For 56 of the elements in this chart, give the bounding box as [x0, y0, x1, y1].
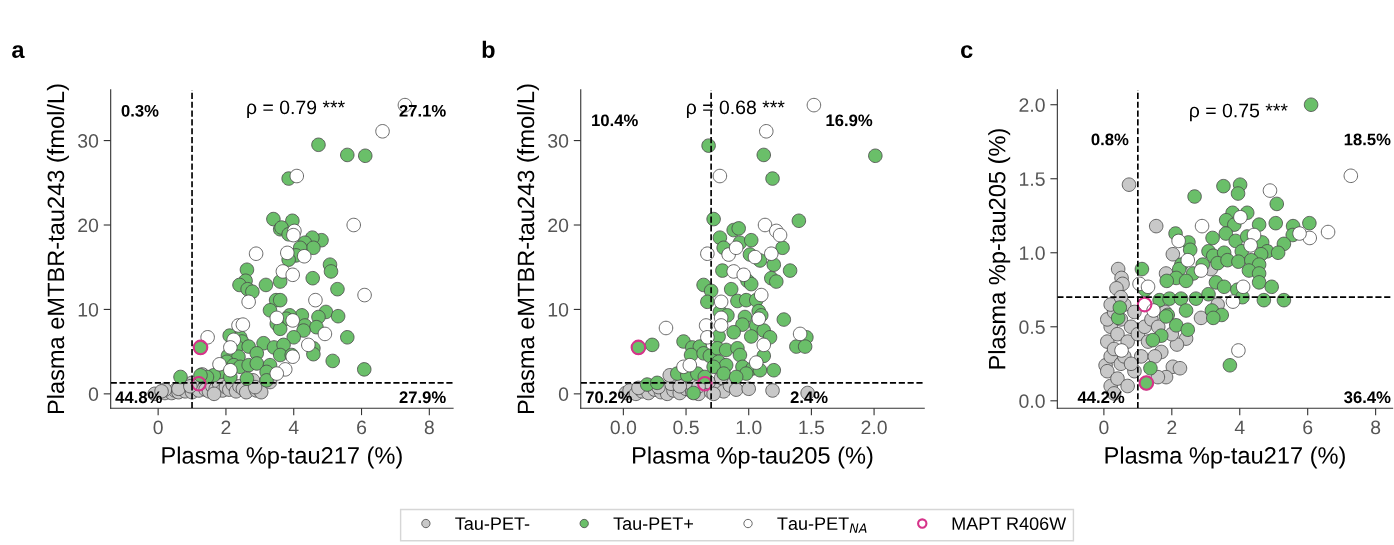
legend-label: Tau-PET- [455, 517, 530, 531]
y-tick-label: 1.0 [1020, 246, 1045, 260]
y-tick-label: 20 [78, 218, 99, 233]
x-axis-title: Plasma %p-tau217 (%) [162, 446, 402, 469]
x-tick-label: 1.5 [799, 420, 825, 435]
legend-label: Tau-PET+ [613, 517, 693, 531]
annotation: 44.2% [1077, 391, 1125, 404]
x-tick-label: 4 [288, 420, 299, 435]
y-tick-label: 30 [548, 134, 569, 148]
y-axis-title: Plasma eMTBR-tau243 (fmol/L) [516, 84, 539, 414]
annotation: 2.4% [790, 391, 828, 404]
annotation: 18.5% [1344, 133, 1391, 146]
y-tick-label: 0 [558, 387, 569, 402]
x-tick-label: 2.0 [861, 420, 887, 435]
x-axis-title: Plasma %p-tau217 (%) [1105, 446, 1345, 469]
text: c [961, 45, 973, 59]
y-tick-label: 20 [548, 218, 569, 233]
x-tick-label: 0 [153, 420, 163, 435]
y-tick-label: 0 [88, 387, 99, 402]
y-tick-label: 2.0 [1019, 98, 1045, 112]
x-tick-label: 0 [1099, 420, 1109, 435]
y-axis-title: Plasma %p-tau205 (%) [988, 129, 1011, 369]
x-tick-label: 4 [1234, 420, 1245, 435]
legend-label: Tau-PET$_{NA}$ [777, 517, 867, 533]
y-tick-label: 0.0 [1019, 394, 1045, 409]
x-tick-label: 0.5 [673, 420, 699, 435]
text: a [12, 45, 25, 59]
annotation: 16.9% [826, 114, 873, 127]
y-tick-label: 10 [548, 302, 569, 317]
x-tick-label: 1.0 [736, 420, 762, 435]
x-tick-label: 8 [1371, 420, 1381, 435]
y-tick-label: 0.5 [1019, 320, 1045, 335]
legend-label: MAPT R406W [952, 517, 1067, 531]
y-tick-label: 10 [78, 302, 99, 317]
y-axis-title: Plasma eMTBR-tau243 (fmol/L) [46, 84, 69, 414]
annotation: 0.3% [121, 104, 159, 117]
annotation: ρ = 0.68 *** [686, 100, 785, 119]
x-tick-label: 0.0 [610, 420, 637, 435]
y-tick-label: 30 [77, 134, 99, 148]
annotation: 10.4% [592, 114, 638, 127]
x-tick-label: 6 [357, 420, 367, 435]
annotation: 36.4% [1344, 391, 1391, 404]
annotation: ρ = 0.79 *** [247, 100, 345, 119]
x-tick-label: 6 [1303, 420, 1313, 435]
annotation: 0.8% [1091, 133, 1129, 146]
x-tick-label: 2 [1167, 420, 1177, 435]
x-tick-label: 8 [424, 420, 434, 435]
x-axis-title: Plasma %p-tau205 (%) [633, 446, 873, 469]
annotation: 70.2% [585, 391, 633, 404]
y-tick-label: 1.5 [1020, 172, 1045, 186]
x-tick-label: 2 [221, 420, 231, 435]
text: b [482, 40, 495, 59]
annotation: 27.1% [399, 104, 446, 117]
annotation: 27.9% [399, 391, 446, 404]
annotation: 44.8% [115, 391, 162, 404]
annotation: ρ = 0.75 *** [1190, 103, 1288, 122]
